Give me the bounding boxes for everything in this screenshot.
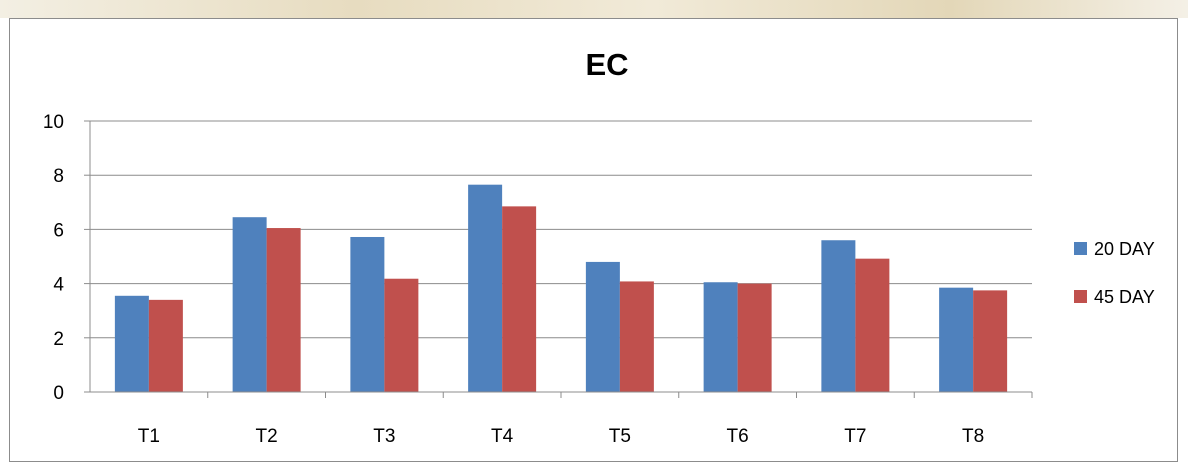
bar-t6-45-day bbox=[737, 283, 772, 392]
x-tick-label: T5 bbox=[609, 426, 631, 447]
legend-label: 20 DAY bbox=[1094, 239, 1155, 259]
y-tick-label: 4 bbox=[53, 275, 64, 296]
x-tick-label: T7 bbox=[844, 426, 866, 447]
x-tick-label: T8 bbox=[962, 426, 984, 447]
x-tick-label: T3 bbox=[373, 426, 395, 447]
x-tick-label: T1 bbox=[138, 426, 160, 447]
axes: 0 2 4 6 8 10 T1 T2 T3 T4 T5 T6 T7 T8 bbox=[43, 112, 1033, 447]
bar-t4-20-day bbox=[468, 184, 503, 392]
bar-t8-45-day bbox=[973, 290, 1008, 392]
bars bbox=[114, 184, 1008, 392]
bar-t3-20-day bbox=[350, 236, 385, 392]
bar-t3-45-day bbox=[384, 278, 419, 392]
legend-swatch bbox=[1074, 242, 1087, 255]
bar-t5-20-day bbox=[585, 261, 620, 392]
y-tick-label: 8 bbox=[53, 166, 64, 187]
legend-label: 45 DAY bbox=[1094, 287, 1155, 307]
y-tick-label: 2 bbox=[53, 329, 64, 350]
bar-t4-45-day bbox=[502, 206, 537, 392]
x-tick-label: T6 bbox=[727, 426, 749, 447]
y-tick-label: 0 bbox=[53, 383, 64, 404]
bar-t2-20-day bbox=[232, 217, 267, 392]
bar-t8-20-day bbox=[939, 287, 974, 392]
bar-t2-45-day bbox=[266, 228, 301, 392]
x-tick-label: T2 bbox=[256, 426, 278, 447]
y-tick-label: 6 bbox=[53, 220, 64, 241]
bar-t6-20-day bbox=[703, 282, 738, 392]
x-tick-label: T4 bbox=[491, 426, 514, 447]
chart-title: EC bbox=[585, 47, 629, 82]
bar-t5-45-day bbox=[619, 281, 654, 392]
gridlines bbox=[90, 120, 1032, 393]
bar-t1-20-day bbox=[114, 295, 149, 392]
legend-swatch bbox=[1074, 290, 1087, 303]
bar-t7-45-day bbox=[855, 258, 890, 392]
bar-t1-45-day bbox=[148, 299, 183, 392]
legend: 20 DAY 45 DAY bbox=[1074, 239, 1155, 307]
background-strip bbox=[0, 0, 1188, 18]
y-tick-label: 10 bbox=[43, 112, 64, 133]
bar-t7-20-day bbox=[821, 240, 856, 392]
